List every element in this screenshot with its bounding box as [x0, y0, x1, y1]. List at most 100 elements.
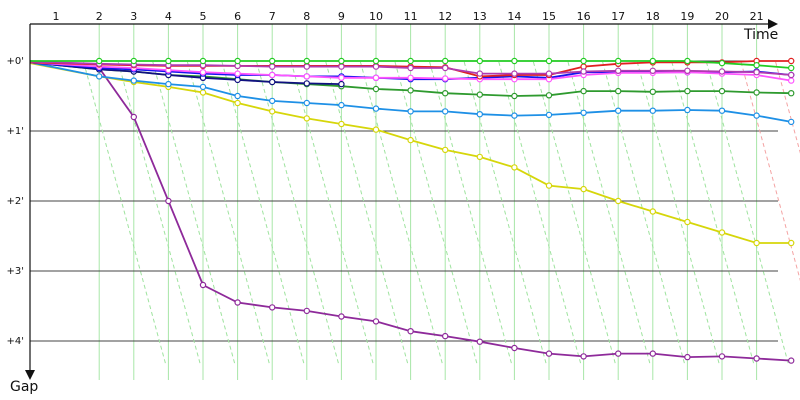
data-point	[165, 197, 172, 205]
data-point	[407, 64, 414, 72]
data-point	[234, 70, 241, 77]
data-point	[199, 83, 207, 91]
data-point	[615, 350, 622, 357]
series-line	[29, 60, 792, 76]
data-point	[649, 107, 657, 114]
data-point	[199, 89, 207, 96]
data-point	[684, 57, 691, 65]
data-point	[338, 101, 345, 109]
data-point	[130, 77, 137, 84]
x-tick-label: 10	[369, 10, 383, 23]
lap-diagonal	[152, 61, 236, 365]
x-tick-label: 14	[507, 10, 521, 23]
data-point	[476, 153, 483, 161]
data-point	[95, 57, 103, 65]
lap-diagonal	[394, 61, 478, 365]
x-tick-label: 16	[577, 10, 591, 23]
data-point	[684, 87, 691, 95]
axes	[25, 19, 778, 380]
data-point	[407, 87, 414, 94]
data-point	[476, 110, 483, 118]
lap-diagonal	[117, 61, 201, 365]
data-point	[234, 92, 241, 100]
lap-diagonal	[532, 61, 616, 365]
data-point	[615, 57, 622, 65]
y-tick-label: +0'	[7, 56, 25, 67]
data-point	[580, 109, 587, 117]
series-line	[29, 61, 792, 82]
x-tick-label: 7	[269, 10, 276, 23]
data-point	[684, 106, 691, 114]
data-point	[269, 78, 276, 86]
data-point	[753, 61, 760, 69]
data-point	[545, 92, 553, 99]
data-point	[718, 68, 726, 75]
data-point	[407, 136, 414, 144]
data-point	[338, 313, 345, 320]
data-point	[269, 304, 276, 311]
x-tick-label: 18	[646, 10, 660, 23]
series	[29, 61, 795, 126]
x-tick-label: 21	[750, 10, 764, 23]
data-point	[372, 74, 380, 82]
data-point	[753, 112, 760, 119]
data-point	[580, 353, 587, 360]
x-tick-label: 11	[404, 10, 418, 23]
data-point	[269, 71, 276, 79]
data-point	[476, 57, 483, 65]
data-point	[442, 146, 449, 154]
data-point	[649, 88, 657, 96]
data-point	[234, 57, 241, 65]
x-axis-arrow	[768, 19, 778, 29]
data-point	[649, 350, 657, 357]
data-point	[338, 80, 345, 88]
data-point	[649, 67, 657, 75]
x-axis-label: Time	[743, 27, 778, 43]
data-point	[372, 85, 380, 93]
data-point	[580, 57, 587, 65]
data-point	[165, 80, 172, 88]
data-point	[338, 74, 345, 82]
x-tick-label: 17	[611, 10, 625, 23]
x-tick-label: 8	[303, 10, 310, 23]
lap-diagonal	[567, 61, 651, 365]
data-point	[269, 97, 276, 105]
data-point	[718, 353, 726, 360]
data-point	[372, 105, 380, 112]
lap-diagonal	[463, 61, 547, 365]
lap-diagonal	[325, 61, 409, 365]
data-point	[407, 328, 414, 335]
data-point	[684, 218, 691, 226]
data-point	[269, 57, 276, 65]
x-tick-label: 6	[234, 10, 241, 23]
data-point	[753, 89, 760, 96]
data-point	[718, 59, 726, 67]
data-point	[788, 118, 795, 126]
data-point	[511, 344, 518, 352]
data-point	[580, 87, 587, 95]
data-point	[615, 67, 622, 75]
data-point	[372, 126, 380, 133]
data-point	[338, 120, 345, 128]
lap-diagonal	[186, 61, 270, 365]
x-tick-label: 9	[338, 10, 345, 23]
lap-diagonal	[602, 61, 686, 365]
x-tick-label: 13	[473, 10, 487, 23]
y-tick-labels: +0' +1' +2' +3' +4'	[7, 56, 25, 347]
data-point	[788, 77, 795, 84]
data-point	[442, 75, 449, 82]
lap-diagonal	[83, 61, 167, 365]
lap-diagonal	[705, 61, 789, 365]
data-point	[545, 350, 553, 357]
data-point	[303, 115, 310, 122]
data-point	[615, 87, 622, 95]
data-point	[788, 357, 795, 364]
data-point	[476, 70, 483, 77]
x-tick-label: 12	[438, 10, 452, 23]
series	[29, 60, 795, 79]
data-point	[199, 281, 207, 289]
data-point	[788, 89, 795, 97]
series	[29, 61, 345, 88]
y-tick-label: +4'	[7, 336, 25, 347]
